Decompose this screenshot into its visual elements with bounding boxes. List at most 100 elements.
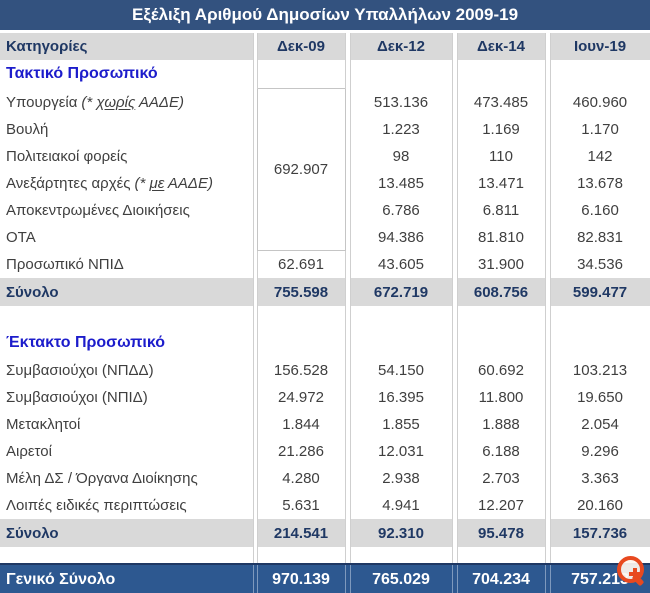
column-gap — [344, 563, 350, 593]
spacer-row — [0, 547, 650, 564]
cell-empty — [456, 60, 546, 89]
value-dec09: 62.691 — [256, 250, 346, 278]
cell-empty — [549, 329, 650, 357]
column-header-categories: Κατηγορίες — [0, 33, 254, 60]
value-jun19: 19.650 — [549, 384, 650, 411]
zoom-in-icon[interactable] — [617, 556, 647, 587]
cell-empty — [349, 306, 453, 329]
cell-empty — [0, 306, 254, 329]
category-label: Υπουργεία (* χωρίς ΑΑΔΕ) — [0, 88, 254, 116]
value-dec12: 1.223 — [349, 115, 453, 143]
category-label: Λοιπές ειδικές περιπτώσεις — [0, 492, 254, 519]
value-dec14: 2.703 — [456, 465, 546, 492]
subtotal-dec09: 214.541 — [256, 519, 346, 547]
column-gap — [544, 563, 550, 593]
subtotal-jun19: 157.736 — [549, 519, 650, 547]
category-label: Συμβασιούχοι (ΝΠΙΔ) — [0, 384, 254, 411]
cell-empty — [549, 306, 650, 329]
table-row: Υπουργεία (* χωρίς ΑΑΔΕ) 692.907 513.136 … — [0, 88, 650, 251]
value-jun19: 82.831 — [549, 223, 650, 251]
table-title-row: Εξέλιξη Αριθμού Δημοσίων Υπαλλήλων 2009-… — [0, 0, 650, 30]
cell-empty — [349, 329, 453, 357]
value-dec09-merged: 692.907 — [256, 88, 346, 251]
section-title: Τακτικό Προσωπικό — [0, 60, 254, 89]
table-row: Μέλη ΔΣ / Όργανα Διοίκησης 4.280 2.938 2… — [0, 465, 650, 492]
category-label: ΟΤΑ — [0, 223, 254, 251]
value-dec14: 6.811 — [456, 196, 546, 224]
column-gap — [253, 197, 257, 224]
value-dec14: 12.207 — [456, 492, 546, 519]
cell-empty — [349, 547, 453, 564]
table-row: Ανεξάρτητες αρχές (* με ΑΑΔΕ) 13.485 13.4… — [0, 169, 650, 197]
section-header-row: Τακτικό Προσωπικό — [0, 60, 650, 89]
category-label: Μέλη ΔΣ / Όργανα Διοίκησης — [0, 465, 254, 492]
plus-glyph — [632, 568, 637, 579]
column-gap — [451, 563, 457, 593]
cell-empty — [456, 306, 546, 329]
column-header-jun19: Ιουν-19 — [549, 33, 650, 60]
category-label: Συμβασιούχοι (ΝΠΔΔ) — [0, 357, 254, 384]
table-row: Αποκεντρωμένες Διοικήσεις 6.786 6.811 6.… — [0, 196, 650, 224]
value-dec09: 1.844 — [256, 411, 346, 438]
value-dec09: 21.286 — [256, 438, 346, 465]
table-row: Προσωπικό ΝΠΙΔ 62.691 43.605 31.900 34.5… — [0, 250, 650, 278]
value-dec14: 31.900 — [456, 250, 546, 278]
column-gap — [345, 33, 350, 60]
cell-empty — [256, 547, 346, 564]
value-jun19: 460.960 — [549, 88, 650, 116]
column-header-dec12: Δεκ-12 — [349, 33, 453, 60]
value-dec12: 94.386 — [349, 223, 453, 251]
cell-empty — [456, 329, 546, 357]
value-dec12: 16.395 — [349, 384, 453, 411]
category-label: Ανεξάρτητες αρχές (* με ΑΑΔΕ) — [0, 169, 254, 197]
subtotal-label: Σύνολο — [0, 519, 254, 547]
grand-total-dec09: 970.139 — [256, 563, 346, 593]
grand-total-row: Γενικό Σύνολο 970.139 765.029 704.234 75… — [0, 563, 650, 593]
value-dec12: 54.150 — [349, 357, 453, 384]
value-dec12: 4.941 — [349, 492, 453, 519]
subtotal-label: Σύνολο — [0, 278, 254, 306]
page-title: Εξέλιξη Αριθμού Δημοσίων Υπαλλήλων 2009-… — [0, 0, 650, 30]
value-dec14: 13.471 — [456, 169, 546, 197]
grand-total-dec12: 765.029 — [349, 563, 453, 593]
category-label: Προσωπικό ΝΠΙΔ — [0, 250, 254, 278]
cell-empty — [256, 60, 346, 89]
cell-empty — [349, 60, 453, 89]
value-dec12: 13.485 — [349, 169, 453, 197]
value-jun19: 2.054 — [549, 411, 650, 438]
column-gap — [253, 116, 257, 143]
value-jun19: 142 — [549, 142, 650, 170]
value-dec14: 473.485 — [456, 88, 546, 116]
value-jun19: 13.678 — [549, 169, 650, 197]
category-label: Πολιτειακοί φορείς — [0, 142, 254, 170]
column-header-dec14: Δεκ-14 — [456, 33, 546, 60]
subtotal-row: Σύνολο 214.541 92.310 95.478 157.736 — [0, 519, 650, 547]
value-jun19: 103.213 — [549, 357, 650, 384]
grand-total-label: Γενικό Σύνολο — [0, 563, 254, 593]
column-gap — [452, 33, 457, 60]
value-dec12: 43.605 — [349, 250, 453, 278]
subtotal-dec14: 608.756 — [456, 278, 546, 306]
value-dec14: 6.188 — [456, 438, 546, 465]
table-row: Συμβασιούχοι (ΝΠΙΔ) 24.972 16.395 11.800… — [0, 384, 650, 411]
category-label: Μετακλητοί — [0, 411, 254, 438]
value-jun19: 34.536 — [549, 250, 650, 278]
value-jun19: 20.160 — [549, 492, 650, 519]
value-dec14: 1.888 — [456, 411, 546, 438]
value-jun19: 3.363 — [549, 465, 650, 492]
section-title: Έκτακτο Προσωπικό — [0, 329, 254, 357]
value-dec14: 60.692 — [456, 357, 546, 384]
subtotal-dec14: 95.478 — [456, 519, 546, 547]
value-dec12: 98 — [349, 142, 453, 170]
subtotal-dec12: 672.719 — [349, 278, 453, 306]
subtotal-dec09: 755.598 — [256, 278, 346, 306]
value-dec14: 110 — [456, 142, 546, 170]
column-gap — [253, 170, 257, 197]
value-jun19: 6.160 — [549, 196, 650, 224]
table-row: Συμβασιούχοι (ΝΠΔΔ) 156.528 54.150 60.69… — [0, 357, 650, 384]
column-gap — [253, 224, 257, 251]
column-header-row: Κατηγορίες Δεκ-09 Δεκ-12 Δεκ-14 Ιουν-19 — [0, 33, 650, 60]
table-row: Αιρετοί 21.286 12.031 6.188 9.296 — [0, 438, 650, 465]
